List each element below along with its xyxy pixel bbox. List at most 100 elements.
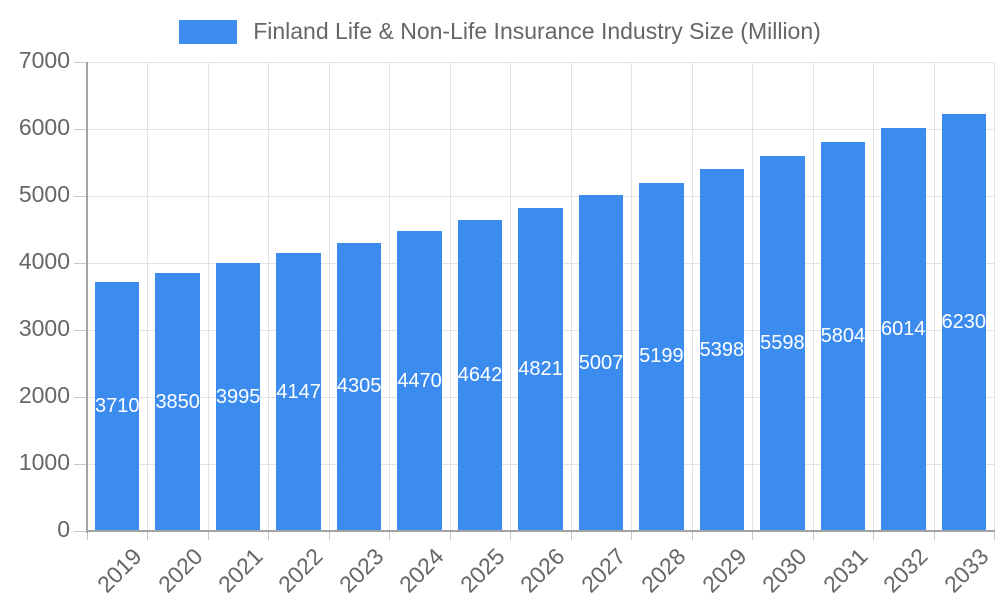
x-tick-label: 2030 bbox=[757, 543, 812, 598]
bar-2032[interactable] bbox=[881, 128, 926, 531]
x-tick-mark bbox=[752, 531, 754, 540]
x-tick-mark bbox=[873, 531, 875, 540]
bar-2030[interactable] bbox=[760, 155, 805, 531]
x-gridline bbox=[752, 62, 754, 531]
bar-value-label: 4470.3 bbox=[397, 369, 442, 392]
bar-value-label: 6014.2 bbox=[881, 318, 926, 341]
x-gridline bbox=[147, 62, 149, 531]
x-tick-mark bbox=[631, 531, 633, 540]
x-tick-label: 2022 bbox=[273, 543, 329, 598]
bar-value-label: 4821 bbox=[518, 357, 563, 380]
y-tick-mark bbox=[74, 129, 87, 130]
y-gridline bbox=[87, 129, 994, 130]
y-gridline bbox=[87, 62, 994, 63]
x-tick-mark bbox=[87, 531, 88, 540]
y-tick-mark bbox=[74, 196, 87, 197]
y-tick-label: 3000 bbox=[18, 315, 70, 341]
legend-swatch[interactable] bbox=[179, 19, 238, 44]
x-tick-label: 2024 bbox=[394, 543, 449, 598]
y-tick-mark bbox=[74, 263, 87, 264]
x-tick-mark bbox=[147, 531, 149, 540]
x-tick-mark bbox=[207, 531, 209, 540]
y-tick-mark bbox=[74, 330, 87, 331]
y-tick-label: 6000 bbox=[18, 114, 70, 140]
x-tick-mark bbox=[449, 531, 451, 540]
y-tick-label: 5000 bbox=[18, 181, 70, 207]
x-gridline bbox=[389, 62, 391, 531]
x-tick-mark bbox=[812, 531, 814, 540]
bar-2031[interactable] bbox=[820, 142, 866, 531]
y-tick-mark bbox=[74, 62, 87, 63]
x-tick-mark bbox=[268, 531, 270, 540]
x-tick-label: 2033 bbox=[938, 543, 994, 598]
x-tick-label: 2025 bbox=[454, 543, 510, 598]
x-axis-line bbox=[86, 530, 995, 532]
x-gridline bbox=[873, 62, 875, 531]
x-gridline bbox=[207, 62, 209, 531]
x-tick-mark bbox=[570, 531, 572, 540]
x-tick-label: 2020 bbox=[152, 543, 208, 598]
x-tick-mark bbox=[691, 531, 693, 540]
y-gridline bbox=[87, 196, 994, 197]
bar-2025[interactable] bbox=[457, 219, 503, 531]
x-gridline bbox=[570, 62, 572, 531]
bar-value-label: 5007.5 bbox=[578, 351, 624, 374]
x-gridline bbox=[449, 62, 451, 531]
x-gridline bbox=[268, 62, 270, 531]
bar-2020[interactable] bbox=[155, 273, 200, 531]
x-tick-mark bbox=[510, 531, 512, 540]
x-tick-mark bbox=[933, 531, 935, 540]
bar-value-label: 5598.5 bbox=[760, 331, 805, 354]
bar-2022[interactable] bbox=[276, 253, 321, 531]
x-tick-label: 2026 bbox=[515, 543, 570, 598]
bar-2023[interactable] bbox=[336, 242, 382, 531]
x-gridline bbox=[328, 62, 330, 531]
bar-2026[interactable] bbox=[518, 207, 563, 531]
x-gridline bbox=[510, 62, 512, 531]
bar-value-label: 4642 bbox=[457, 363, 503, 386]
x-tick-label: 2023 bbox=[333, 543, 389, 598]
y-tick-label: 0 bbox=[57, 516, 70, 542]
bar-value-label: 4305.2 bbox=[336, 375, 382, 398]
x-tick-label: 2028 bbox=[636, 543, 691, 598]
bar-value-label: 3710.3 bbox=[94, 395, 140, 418]
legend-label[interactable]: Finland Life & Non-Life Insurance Indust… bbox=[253, 18, 821, 44]
x-tick-mark bbox=[994, 531, 995, 540]
x-tick-mark bbox=[389, 531, 391, 540]
y-tick-label: 1000 bbox=[18, 449, 70, 475]
bar-2019[interactable] bbox=[94, 282, 140, 531]
bar-value-label: 3995.6 bbox=[215, 385, 261, 408]
x-gridline bbox=[631, 62, 633, 531]
x-tick-label: 2031 bbox=[817, 543, 873, 598]
y-tick-mark bbox=[74, 531, 87, 532]
bar-2021[interactable] bbox=[215, 263, 261, 531]
bar-2033[interactable] bbox=[941, 113, 987, 531]
x-gridline bbox=[994, 62, 995, 531]
bar-value-label: 3850.2 bbox=[155, 390, 200, 413]
y-tick-label: 7000 bbox=[18, 47, 70, 73]
x-gridline bbox=[691, 62, 693, 531]
bar-value-label: 5398 bbox=[699, 338, 745, 361]
x-tick-label: 2027 bbox=[575, 543, 631, 598]
x-tick-mark bbox=[328, 531, 330, 540]
bar-2027[interactable] bbox=[578, 195, 624, 531]
bar-2029[interactable] bbox=[699, 169, 745, 531]
bar-value-label: 4147.3 bbox=[276, 380, 321, 403]
bar-value-label: 5199.7 bbox=[639, 345, 684, 368]
y-tick-mark bbox=[74, 397, 87, 398]
y-axis-line bbox=[86, 62, 88, 533]
y-tick-label: 4000 bbox=[18, 248, 70, 274]
x-gridline bbox=[812, 62, 814, 531]
bar-2024[interactable] bbox=[397, 231, 442, 531]
bar-value-label: 6230.2 bbox=[941, 310, 987, 333]
x-tick-label: 2019 bbox=[92, 543, 147, 598]
x-tick-label: 2021 bbox=[212, 543, 268, 598]
chart-legend[interactable]: Finland Life & Non-Life Insurance Indust… bbox=[0, 18, 1000, 45]
bar-value-label: 5804.4 bbox=[820, 325, 866, 348]
y-tick-mark bbox=[74, 464, 87, 465]
bar-2028[interactable] bbox=[639, 182, 684, 531]
x-gridline bbox=[933, 62, 935, 531]
y-tick-label: 2000 bbox=[18, 382, 70, 408]
x-tick-label: 2032 bbox=[878, 543, 933, 598]
